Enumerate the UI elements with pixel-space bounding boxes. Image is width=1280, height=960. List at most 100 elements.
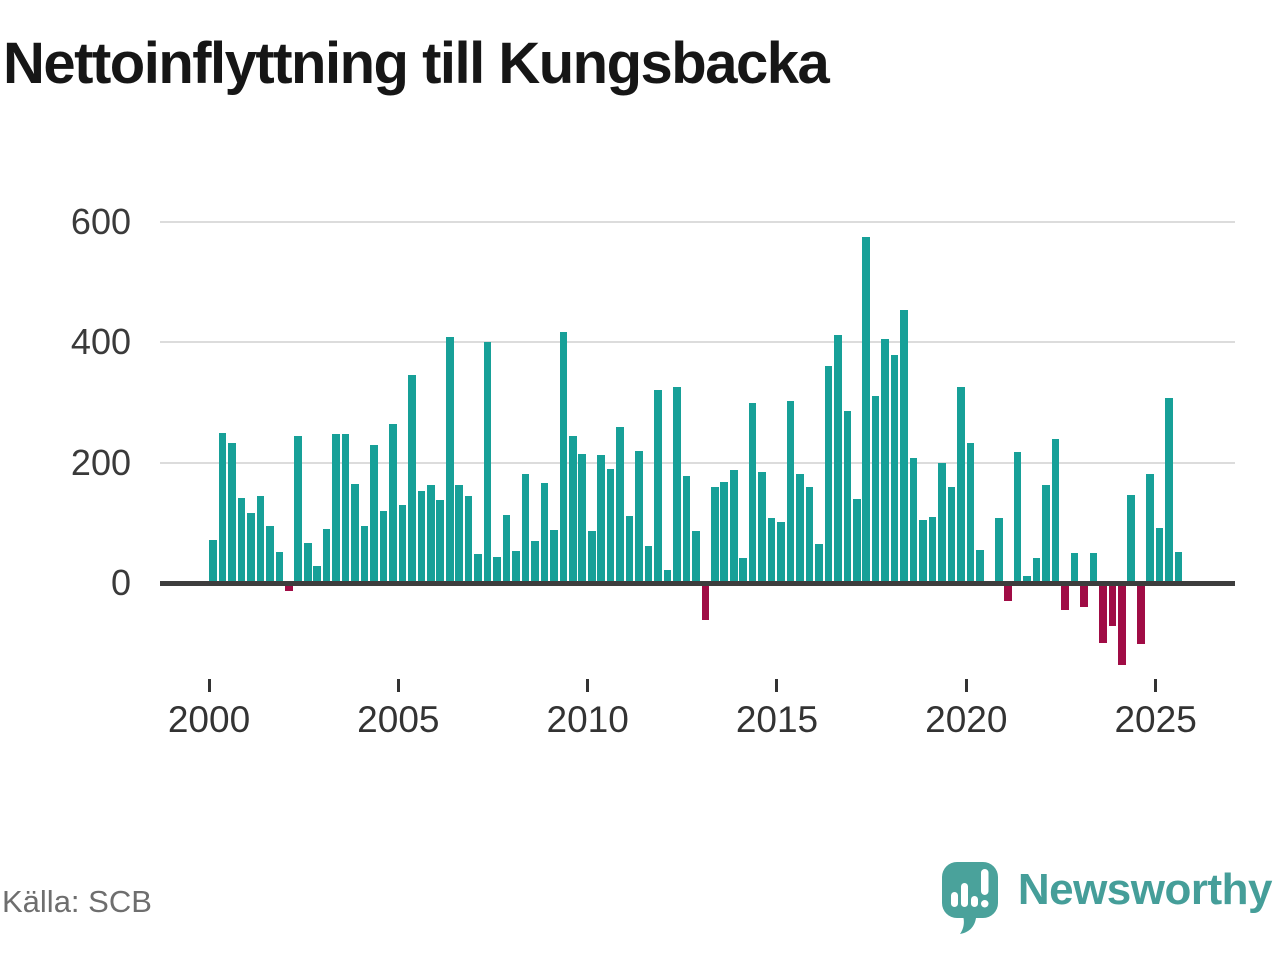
bar-positive xyxy=(512,550,520,583)
bar-positive xyxy=(786,401,795,583)
bar-positive xyxy=(1127,495,1136,583)
bar-positive xyxy=(1155,528,1164,583)
x-axis-tick xyxy=(207,679,211,692)
bar-positive xyxy=(322,529,331,583)
bar-positive xyxy=(976,549,984,583)
x-axis-tick-label: 2000 xyxy=(167,699,251,740)
bar-positive xyxy=(436,499,445,583)
bar-positive xyxy=(805,487,814,583)
bar-positive xyxy=(1089,552,1098,583)
bar-positive xyxy=(408,374,416,583)
bar-positive xyxy=(900,309,908,583)
bar-positive xyxy=(559,332,568,583)
bar-positive xyxy=(464,496,473,583)
bar-positive xyxy=(247,513,255,583)
bar-positive xyxy=(739,558,747,583)
bar-positive xyxy=(890,354,899,583)
bar-positive xyxy=(871,396,880,583)
bar-positive xyxy=(966,443,975,583)
bar-positive xyxy=(531,541,539,583)
bar-negative xyxy=(1108,583,1117,627)
bar-positive xyxy=(1013,452,1022,583)
y-axis-tick-label: 400 xyxy=(70,321,131,363)
bar-positive xyxy=(266,526,274,583)
plot-area: 0 200 400 600 2000 2005 2010 2015 2020 2025 xyxy=(70,200,1235,740)
bar-positive xyxy=(540,483,549,583)
bar-positive xyxy=(493,557,501,583)
x-axis-tick-label: 2010 xyxy=(546,699,629,740)
bar-positive xyxy=(455,484,463,583)
x-axis-tick-label: 2020 xyxy=(925,699,1008,740)
bar-positive xyxy=(862,237,871,583)
source-label: Källa: SCB xyxy=(2,884,152,919)
newsworthy-logo-text: Newsworthy xyxy=(1017,865,1273,914)
bar-positive xyxy=(521,474,530,583)
bar-positive xyxy=(370,445,378,583)
page-title: Nettoinflyttning till Kungsbacka xyxy=(3,31,830,96)
bar-positive xyxy=(389,424,397,583)
bar-positive xyxy=(919,520,927,583)
x-axis-tick xyxy=(1154,679,1158,692)
bar-positive xyxy=(550,530,558,583)
bar-positive xyxy=(597,455,605,583)
x-axis-tick xyxy=(775,679,779,692)
bar-positive xyxy=(275,552,284,583)
bar-positive xyxy=(209,540,217,583)
x-axis-tick xyxy=(586,679,590,692)
bar-positive xyxy=(474,553,482,583)
bar-positive xyxy=(568,436,577,583)
newsworthy-logo: Newsworthy xyxy=(940,855,1273,940)
bar-positive xyxy=(758,472,766,583)
y-axis-tick-label: 200 xyxy=(70,441,131,483)
bar-positive xyxy=(834,335,842,583)
bar-positive xyxy=(796,474,804,583)
bar-negative xyxy=(1099,583,1107,643)
bar-positive xyxy=(1070,552,1079,583)
bar-positive xyxy=(1051,438,1060,583)
bar-positive xyxy=(587,531,596,583)
bar-positive xyxy=(663,570,672,583)
x-axis-tick xyxy=(964,679,968,692)
x-axis-line xyxy=(160,580,1235,586)
bar-positive xyxy=(625,515,634,583)
y-axis-tick-label: 600 xyxy=(70,200,131,242)
bar-positive xyxy=(351,484,359,583)
bar-positive xyxy=(767,518,776,583)
bar-positive xyxy=(947,487,956,583)
x-axis-tick xyxy=(396,679,400,692)
bar-negative xyxy=(285,583,293,591)
bar-positive xyxy=(654,390,662,583)
bar-positive xyxy=(692,531,700,583)
bar-positive xyxy=(398,505,407,583)
gridline xyxy=(160,341,1235,344)
x-axis-tick-label: 2025 xyxy=(1114,699,1197,740)
bar-negative xyxy=(1118,583,1126,666)
bar-positive xyxy=(256,496,265,583)
bar-positive xyxy=(928,517,937,583)
bar-negative xyxy=(1004,583,1012,602)
bar-positive xyxy=(1032,557,1041,583)
bar-negative xyxy=(701,583,710,621)
bar-positive xyxy=(852,498,861,583)
newsworthy-bubble-chart-icon xyxy=(941,862,998,934)
bar-positive xyxy=(994,518,1003,583)
gridline xyxy=(160,461,1235,464)
bar-positive xyxy=(616,427,624,583)
x-axis-tick-label: 2015 xyxy=(735,699,819,740)
bar-positive xyxy=(777,521,785,583)
gridline xyxy=(160,220,1235,223)
bar-positive xyxy=(360,526,369,583)
bar-positive xyxy=(729,469,738,583)
bar-positive xyxy=(417,490,426,583)
bar-positive xyxy=(1042,484,1050,583)
bar-positive xyxy=(379,511,388,583)
bar-positive xyxy=(237,498,246,583)
bar-positive xyxy=(303,543,312,583)
y-axis-tick-label: 0 xyxy=(110,562,131,603)
bar-positive xyxy=(578,454,587,583)
bar-positive xyxy=(341,433,350,583)
bar-positive xyxy=(1174,551,1183,583)
bar-negative xyxy=(1080,583,1088,608)
bar-positive xyxy=(1165,398,1173,583)
